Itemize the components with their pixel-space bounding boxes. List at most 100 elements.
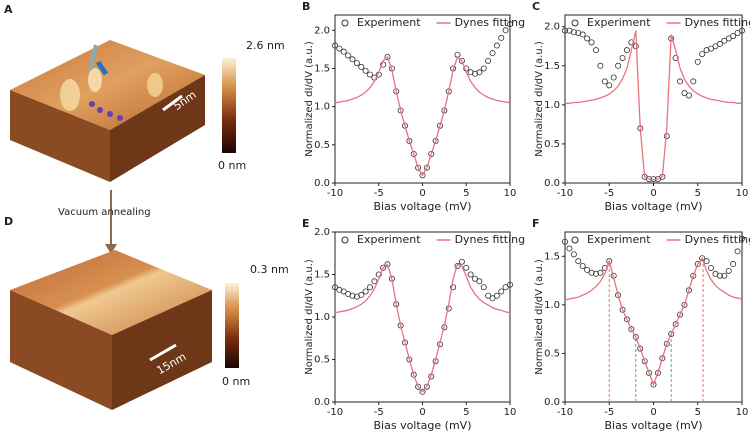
data-point	[592, 270, 599, 277]
data-point	[485, 57, 492, 64]
data-point	[436, 122, 443, 129]
data-point	[628, 39, 635, 46]
x-tick-label: -10	[557, 407, 573, 418]
data-point	[423, 164, 430, 171]
fit-line	[564, 256, 743, 387]
data-point	[358, 63, 365, 70]
plot-frame	[564, 231, 743, 403]
y-tick-label: 2.0	[314, 25, 330, 36]
legend-label: Dynes fitting	[455, 16, 526, 29]
fit-line	[334, 263, 511, 393]
legend-label: Experiment	[357, 233, 421, 246]
y-tick-label: 0.0	[544, 178, 560, 189]
data-point	[345, 52, 352, 59]
legend-label: Dynes fitting	[455, 233, 526, 246]
data-point	[646, 369, 653, 376]
data-point	[562, 27, 569, 34]
data-point	[632, 333, 639, 340]
legend-marker	[341, 19, 349, 27]
x-tick-label: 0	[419, 407, 425, 418]
x-tick-label: 0	[650, 188, 656, 199]
data-point	[428, 150, 435, 157]
y-tick-label: 1.0	[314, 102, 330, 113]
data-point	[716, 40, 723, 47]
panel-label: E	[302, 217, 310, 230]
x-tick-label: 0	[650, 407, 656, 418]
x-tick-label: 10	[504, 407, 517, 418]
panel-label: C	[532, 0, 540, 13]
x-axis-label: Bias voltage (mV)	[605, 200, 703, 213]
data-point	[579, 262, 586, 269]
data-point	[353, 60, 360, 67]
data-point	[730, 261, 737, 268]
data-point	[650, 381, 657, 388]
colorbar-max: 0.3 nm	[250, 263, 289, 276]
y-axis-label: Normalized dI/dV (a.u.)	[304, 259, 315, 375]
y-tick-label: 1.0	[544, 100, 560, 111]
panel-label: D	[4, 215, 13, 228]
data-point	[476, 278, 483, 285]
data-point	[628, 326, 635, 333]
colorbar	[225, 283, 239, 368]
data-point	[432, 137, 439, 144]
colorbar-min: 0 nm	[218, 159, 246, 172]
data-point	[336, 45, 343, 52]
data-point	[619, 306, 626, 313]
y-tick-label: 1.5	[544, 61, 560, 72]
y-axis-label: Normalized dI/dV (a.u.)	[304, 41, 315, 157]
y-tick-label: 1.0	[314, 312, 330, 323]
data-point	[340, 288, 347, 295]
data-point	[471, 275, 478, 282]
data-point	[366, 284, 373, 291]
data-point	[340, 48, 347, 55]
data-point	[502, 27, 509, 34]
data-point	[467, 271, 474, 278]
data-point	[476, 69, 483, 76]
data-point	[401, 122, 408, 129]
data-point	[506, 21, 513, 28]
data-point	[419, 388, 426, 395]
data-point	[570, 29, 577, 36]
x-tick-label: -10	[557, 188, 573, 199]
y-tick-label: 0.5	[314, 355, 330, 366]
y-tick-label: 0.5	[544, 348, 560, 359]
arrow-head	[105, 244, 117, 254]
data-point	[406, 137, 413, 144]
x-tick-label: 5	[463, 188, 469, 199]
legend-label: Dynes fitting	[685, 16, 750, 29]
x-axis-label: Bias voltage (mV)	[374, 200, 472, 213]
data-point	[592, 47, 599, 54]
data-point	[362, 288, 369, 295]
y-tick-label: 1.5	[314, 63, 330, 74]
x-tick-label: 5	[463, 407, 469, 418]
x-tick-label: -10	[327, 407, 343, 418]
data-point	[708, 264, 715, 271]
data-point	[575, 258, 582, 265]
x-tick-label: 5	[695, 188, 701, 199]
data-point	[566, 245, 573, 252]
data-point	[415, 383, 422, 390]
data-point	[597, 62, 604, 69]
data-point	[331, 284, 338, 291]
y-axis-label: Normalized dI/dV (a.u.)	[534, 259, 545, 375]
data-point	[716, 272, 723, 279]
data-point	[506, 281, 513, 288]
data-point	[366, 71, 373, 78]
data-point	[619, 54, 626, 61]
data-point	[597, 269, 604, 276]
plot-frame	[564, 14, 743, 184]
data-point	[663, 340, 670, 347]
x-axis-label: Bias voltage (mV)	[374, 419, 472, 432]
data-point	[362, 67, 369, 74]
data-point	[694, 261, 701, 268]
data-point	[721, 272, 728, 279]
data-point	[380, 264, 387, 271]
data-point	[489, 295, 496, 302]
data-point	[668, 330, 675, 337]
data-point	[730, 33, 737, 40]
data-point	[672, 54, 679, 61]
data-point	[588, 269, 595, 276]
stm-image-d: 15nm	[10, 250, 212, 410]
data-point	[606, 82, 613, 89]
